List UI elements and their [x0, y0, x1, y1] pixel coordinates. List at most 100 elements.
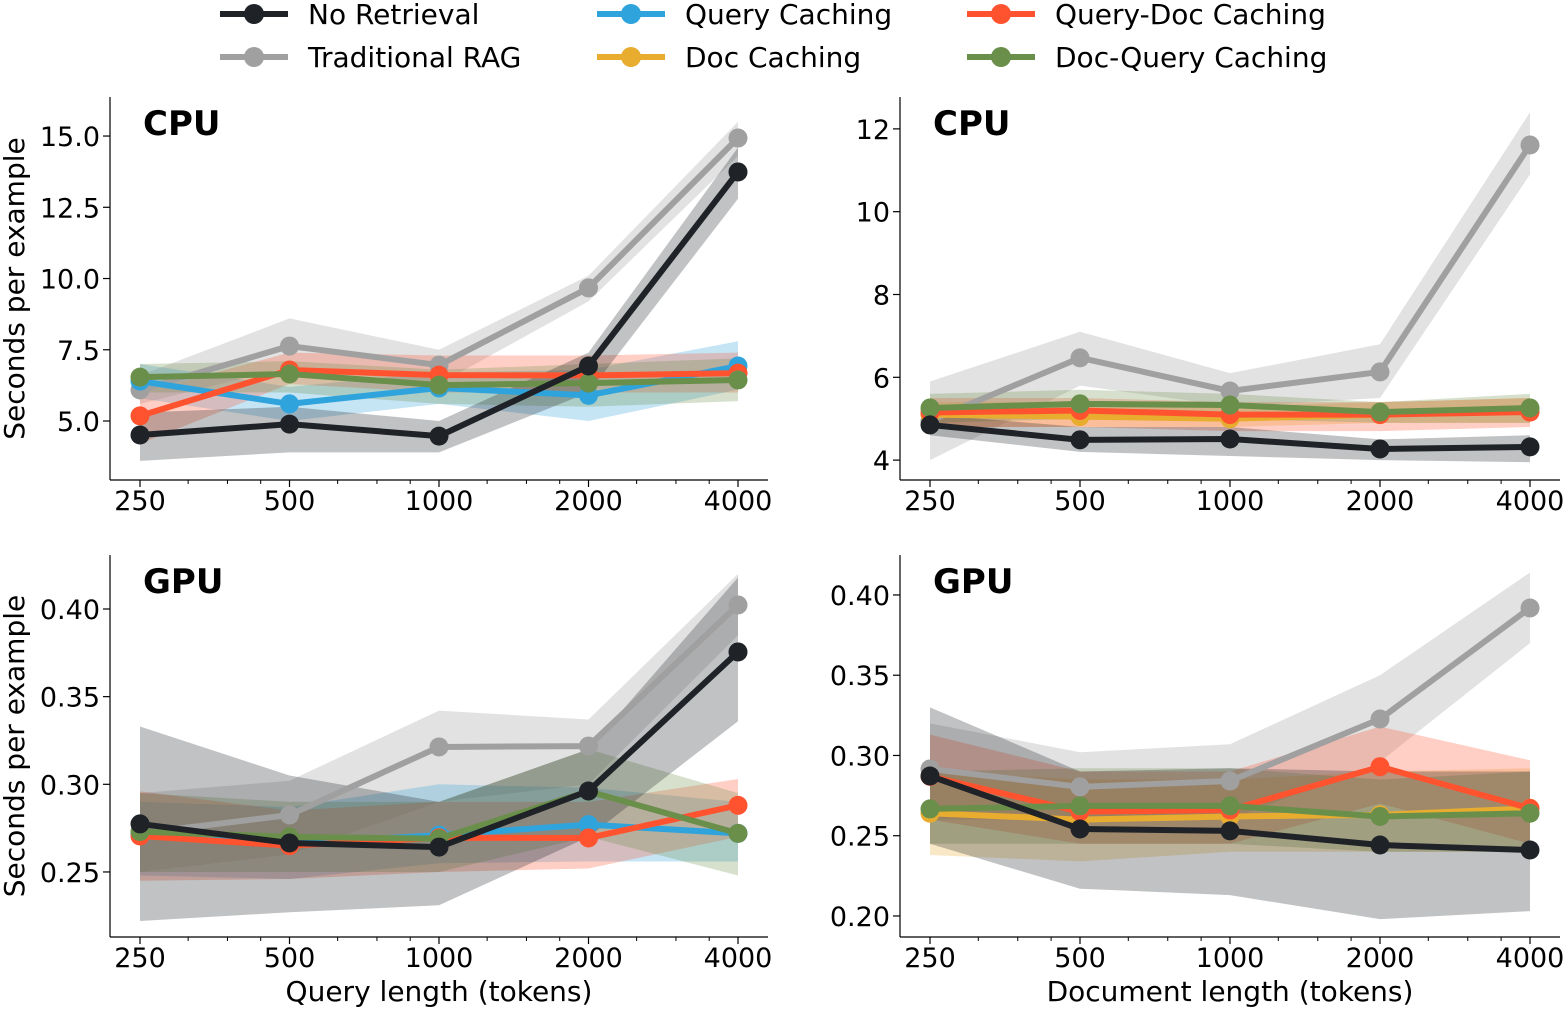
y-tick-label: 0.25 — [40, 858, 100, 889]
x-tick-label: 2000 — [1346, 943, 1415, 974]
data-point — [280, 805, 299, 825]
series-doc-query-caching — [920, 394, 1540, 422]
data-point — [920, 415, 940, 435]
data-point — [1370, 806, 1390, 826]
data-point — [728, 642, 748, 662]
data-point — [280, 414, 299, 434]
data-point — [280, 833, 299, 853]
y-tick-label: 0.30 — [40, 770, 100, 801]
data-point — [1220, 796, 1240, 816]
series-no-retrieval — [130, 162, 748, 446]
data-point — [1220, 381, 1240, 401]
data-point — [1520, 135, 1540, 155]
x-tick-label: 500 — [264, 943, 316, 974]
x-tick-label: 250 — [904, 486, 956, 517]
series-doc-query-caching — [920, 796, 1540, 826]
data-point — [579, 356, 598, 376]
panel-title: CPU — [143, 104, 220, 144]
y-tick-label: 6 — [873, 363, 890, 394]
data-point — [130, 367, 150, 387]
panel-1: 250 500 1000 2000 4000 5.0 7.5 10.0 12.5 15.0 CPU S… — [0, 97, 772, 517]
panel-2: 250 500 1000 2000 4000 4 6 8 10 12 CPU — [856, 97, 1564, 517]
legend-item-traditional-rag: Traditional RAG — [220, 41, 521, 74]
data-point — [1070, 819, 1090, 839]
data-point — [1070, 430, 1090, 450]
data-point — [1370, 439, 1390, 459]
legend-item-doc-query-caching: Doc-Query Caching — [967, 41, 1327, 74]
data-point — [1520, 598, 1540, 618]
data-point — [728, 595, 748, 615]
data-point — [1520, 437, 1540, 457]
y-tick-label: 0.25 — [830, 822, 890, 853]
x-tick-label: 4000 — [704, 943, 773, 974]
data-point — [130, 814, 150, 834]
x-tick-label: 1000 — [1196, 486, 1265, 517]
y-tick-label: 4 — [873, 446, 890, 477]
x-tick-label: 250 — [114, 943, 166, 974]
x-tick-label: 4000 — [704, 486, 773, 517]
legend-label: Doc Caching — [685, 41, 861, 74]
y-tick-label: 0.20 — [830, 902, 890, 933]
data-point — [920, 398, 940, 418]
legend: No Retrieval Traditional RAG Query Caching… — [220, 0, 1327, 74]
x-tick-label: 250 — [904, 943, 956, 974]
legend-item-query-caching: Query Caching — [597, 0, 892, 31]
data-point — [429, 375, 449, 395]
data-point — [1220, 395, 1240, 415]
y-tick-label: 12 — [856, 115, 890, 146]
y-tick-label: 5.0 — [57, 407, 100, 438]
x-tick-label: 4000 — [1496, 943, 1565, 974]
legend-marker — [244, 47, 264, 67]
legend-label: Traditional RAG — [307, 41, 521, 74]
panel-4: 250 500 1000 2000 4000 0.20 0.25 0.30 0.35 0.40 GP… — [830, 555, 1564, 1008]
data-point — [429, 426, 449, 446]
x-tick-label: 2000 — [554, 486, 623, 517]
panel-title: CPU — [933, 104, 1010, 144]
y-tick-label: 0.30 — [830, 741, 890, 772]
data-point — [429, 737, 449, 757]
band-traditional-rag — [140, 573, 738, 872]
data-point — [280, 336, 299, 356]
legend-marker — [621, 4, 641, 24]
panel-3: 250 500 1000 2000 4000 0.25 0.30 0.35 0.40 GPU Que… — [0, 555, 772, 1008]
data-point — [728, 823, 748, 843]
legend-item-doc-caching: Doc Caching — [597, 41, 861, 74]
y-tick-label: 0.35 — [830, 661, 890, 692]
data-point — [130, 406, 150, 426]
x-axis-label: Query length (tokens) — [286, 975, 593, 1008]
data-point — [280, 364, 299, 384]
x-tick-label: 1000 — [405, 943, 474, 974]
y-tick-label: 15.0 — [40, 122, 100, 153]
data-point — [579, 736, 598, 756]
data-point — [1520, 398, 1540, 418]
series-no-retrieval — [920, 415, 1540, 459]
x-tick-label: 2000 — [1346, 486, 1415, 517]
band-traditional-rag — [140, 121, 738, 404]
data-point — [1370, 362, 1390, 382]
series-doc-query-caching — [130, 364, 748, 395]
data-point — [728, 795, 748, 815]
y-tick-label: 10.0 — [40, 265, 100, 296]
data-point — [1070, 796, 1090, 816]
x-tick-label: 500 — [1054, 943, 1106, 974]
data-point — [1220, 429, 1240, 449]
data-point — [280, 394, 299, 414]
y-tick-label: 7.5 — [57, 336, 100, 367]
legend-label: Query Caching — [685, 0, 892, 31]
x-tick-label: 500 — [1054, 486, 1106, 517]
legend-marker — [991, 47, 1011, 67]
data-point — [1070, 394, 1090, 414]
panel-title: GPU — [143, 562, 223, 602]
band-no-retrieval — [140, 147, 738, 461]
data-point — [920, 766, 940, 786]
data-point — [579, 815, 598, 835]
data-point — [1220, 771, 1240, 791]
legend-item-no-retrieval: No Retrieval — [220, 0, 479, 31]
legend-label: No Retrieval — [308, 0, 479, 31]
y-tick-label: 0.40 — [40, 595, 100, 626]
y-axis-label: Seconds per example — [0, 595, 31, 897]
x-tick-label: 250 — [114, 486, 166, 517]
data-point — [1370, 709, 1390, 729]
legend-item-query-doc-caching: Query-Doc Caching — [967, 0, 1326, 31]
